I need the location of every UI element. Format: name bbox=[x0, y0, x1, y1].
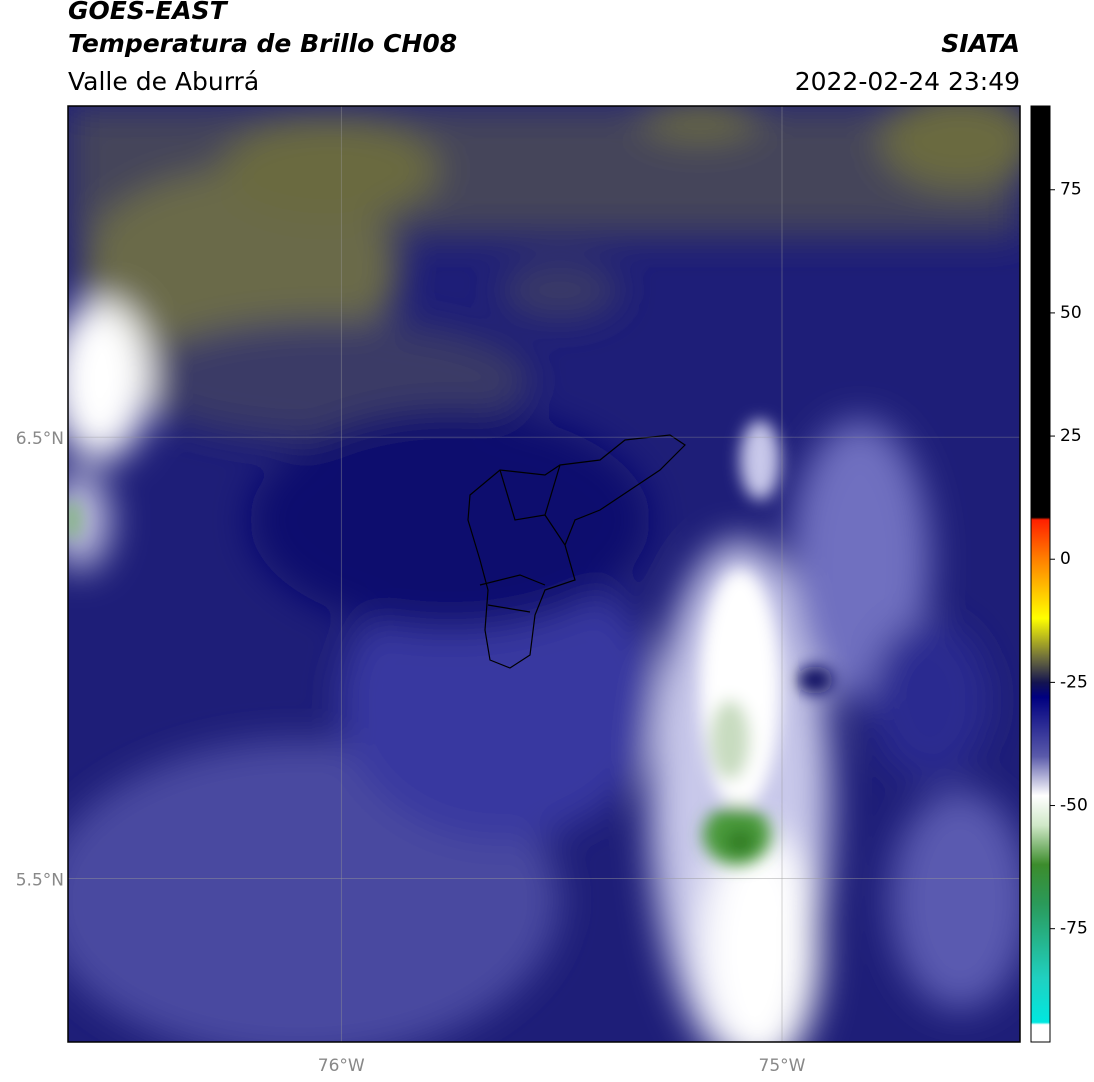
title: GOES-EAST bbox=[68, 0, 229, 25]
valley-outline bbox=[467, 434, 686, 669]
colorbar-tick-label: 75 bbox=[1060, 180, 1082, 200]
lon-label: 76°W bbox=[318, 1056, 365, 1076]
datetime: 2022-02-24 23:49 bbox=[795, 67, 1020, 96]
lat-label: 5.5°N bbox=[16, 871, 64, 891]
colorbar-tick-label: -75 bbox=[1060, 919, 1088, 939]
colorbar-tick-label: -50 bbox=[1060, 796, 1088, 816]
colorbar-tick-label: 0 bbox=[1060, 549, 1071, 569]
colorbar bbox=[1030, 105, 1051, 1043]
colorbar-tick-label: 50 bbox=[1060, 303, 1082, 323]
map-image bbox=[68, 106, 1020, 1042]
colorbar-tick-label: 25 bbox=[1060, 426, 1082, 446]
lat-label: 6.5°N bbox=[16, 429, 64, 449]
colorbar-tick-label: -25 bbox=[1060, 672, 1088, 692]
region: Valle de Aburrá bbox=[68, 67, 259, 96]
source: SIATA bbox=[941, 29, 1020, 58]
lon-label: 75°W bbox=[759, 1056, 806, 1076]
subtitle: Temperatura de Brillo CH08 bbox=[68, 29, 457, 58]
graticule bbox=[68, 106, 1020, 1042]
map-frame bbox=[67, 105, 1021, 1043]
